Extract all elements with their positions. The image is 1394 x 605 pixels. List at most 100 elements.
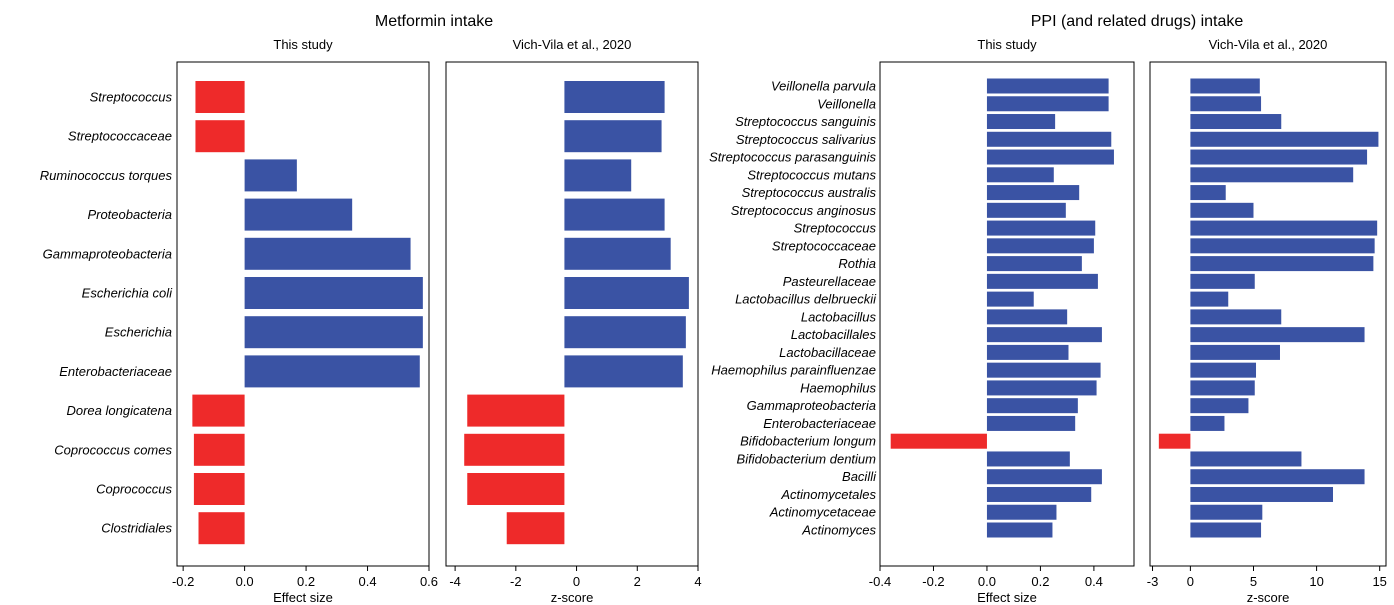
- category-label: Bifidobacterium longum: [740, 434, 876, 449]
- bar: [564, 316, 686, 349]
- category-label: Pasteurellaceae: [783, 274, 876, 289]
- subplot-title: Vich-Vila et al., 2020: [1209, 37, 1328, 52]
- x-tick-label: 15: [1372, 574, 1386, 589]
- x-tick-label: -2: [510, 574, 522, 589]
- bar: [1190, 114, 1282, 130]
- x-tick-label: -0.2: [172, 574, 194, 589]
- bar: [564, 237, 671, 270]
- bar: [1190, 131, 1379, 147]
- x-tick-label: 10: [1309, 574, 1323, 589]
- x-axis-label: z-score: [551, 590, 594, 605]
- x-tick-label: 2: [634, 574, 641, 589]
- category-label: Clostridiales: [101, 521, 172, 536]
- bar: [198, 512, 245, 545]
- category-label: Escherichia: [105, 325, 172, 340]
- bar: [1190, 362, 1257, 378]
- x-tick-label: 0.2: [1031, 574, 1049, 589]
- subplot-title: This study: [273, 37, 333, 52]
- bar: [986, 167, 1054, 183]
- bar: [1190, 344, 1280, 360]
- bar: [244, 159, 297, 192]
- category-label: Enterobacteriaceae: [763, 416, 876, 431]
- category-label: Coprococcus comes: [54, 442, 172, 457]
- chart-panel-1: Vich-Vila et al., 2020 -4 -2 0 2 4 z-score: [445, 37, 702, 605]
- bar: [986, 202, 1066, 218]
- chart-panel-2: This study Veillonella parvula Veillonella…: [709, 37, 1135, 605]
- x-tick-label: 0.4: [358, 574, 376, 589]
- category-label: Streptococcus australis: [742, 185, 877, 200]
- category-label: Actinomyces: [801, 523, 876, 538]
- bar: [986, 398, 1078, 414]
- bar: [1190, 398, 1249, 414]
- bar: [986, 522, 1053, 538]
- bar: [986, 114, 1056, 130]
- category-label: Lactobacillus delbrueckii: [735, 292, 877, 307]
- bar: [1190, 309, 1282, 325]
- subplot-title: Vich-Vila et al., 2020: [513, 37, 632, 52]
- right-group-title: PPI (and related drugs) intake: [1031, 13, 1244, 30]
- x-tick-label: 0.0: [236, 574, 254, 589]
- x-tick-label: -0.4: [869, 574, 891, 589]
- bar: [1190, 202, 1254, 218]
- bar: [195, 81, 245, 113]
- bar: [986, 78, 1109, 94]
- category-label: Streptococcus mutans: [747, 167, 876, 182]
- bar: [1190, 327, 1365, 343]
- category-label: Actinomycetaceae: [769, 505, 876, 520]
- x-tick-label: -3: [1147, 574, 1159, 589]
- bar: [986, 256, 1082, 272]
- bar: [193, 433, 245, 466]
- x-axis-label: z-score: [1247, 590, 1290, 605]
- bar: [1190, 149, 1368, 165]
- chart-panel-3: Vich-Vila et al., 2020 -3 0 5 10 15 z-score: [1147, 37, 1387, 605]
- chart-panel-0: This study Streptococcus Streptococcaceae R…: [40, 37, 438, 605]
- bar: [244, 355, 420, 388]
- x-tick-label: -0.2: [922, 574, 944, 589]
- bar: [1190, 273, 1255, 289]
- bar: [986, 327, 1102, 343]
- bar: [1190, 469, 1365, 485]
- subplot-title: This study: [977, 37, 1037, 52]
- bar: [986, 238, 1094, 254]
- bar: [986, 469, 1102, 485]
- bar: [564, 120, 662, 153]
- category-label: Streptococcus anginosus: [731, 203, 877, 218]
- bar: [1158, 433, 1191, 449]
- category-label: Bacilli: [842, 469, 877, 484]
- x-tick-label: 0.4: [1085, 574, 1103, 589]
- bar: [986, 291, 1034, 307]
- category-label: Ruminococcus torques: [40, 168, 173, 183]
- bar: [1190, 522, 1262, 538]
- bar: [506, 512, 565, 545]
- category-label: Haemophilus parainfluenzae: [711, 363, 876, 378]
- bar: [986, 96, 1109, 112]
- category-label: Streptococcus sanguinis: [735, 114, 876, 129]
- category-label: Streptococcus: [794, 221, 877, 236]
- bar: [244, 237, 411, 270]
- category-label: Proteobacteria: [87, 207, 172, 222]
- bar: [564, 81, 665, 113]
- bar: [1190, 451, 1302, 467]
- bar: [244, 277, 423, 309]
- axes-frame: [176, 61, 430, 567]
- bar: [464, 433, 565, 466]
- bar: [1190, 380, 1255, 396]
- category-label: Escherichia coli: [82, 286, 173, 301]
- x-tick-label: 0.2: [297, 574, 315, 589]
- category-label: Gammaproteobacteria: [747, 398, 876, 413]
- bar: [986, 362, 1101, 378]
- bar: [986, 380, 1097, 396]
- category-label: Gammaproteobacteria: [43, 246, 172, 261]
- bar: [564, 277, 689, 309]
- category-label: Streptococcaceae: [68, 129, 172, 144]
- bar: [467, 473, 565, 505]
- bar: [986, 344, 1069, 360]
- bar: [564, 198, 665, 231]
- category-label: Veillonella parvula: [771, 79, 876, 94]
- category-label: Bifidobacterium dentium: [737, 451, 877, 466]
- x-axis-label: Effect size: [273, 590, 333, 605]
- bar: [195, 120, 245, 153]
- bar: [1190, 486, 1333, 502]
- category-label: Streptococcaceae: [772, 238, 876, 253]
- bar: [986, 131, 1112, 147]
